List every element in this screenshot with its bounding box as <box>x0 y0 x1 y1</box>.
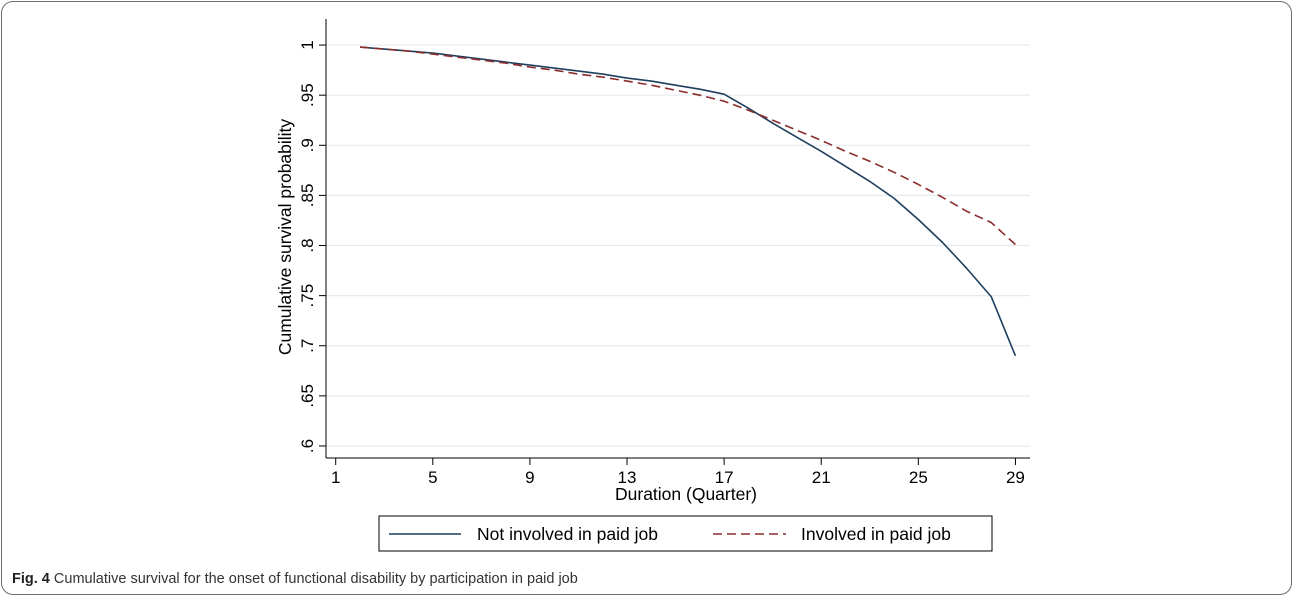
legend: Not involved in paid job Involved in pai… <box>378 515 993 552</box>
x-tick-label-2: 9 <box>525 468 534 487</box>
y-ticks: .6 .65 .7 .75 .8 .85 .9 .95 1 <box>298 40 326 453</box>
legend-label-not-involved: Not involved in paid job <box>477 524 658 544</box>
series-line-involved <box>359 46 1016 246</box>
x-tick-label-4: 17 <box>715 468 734 487</box>
grid-lines <box>326 44 1030 447</box>
y-tick-label-8: 1 <box>298 40 317 49</box>
y-axis-label: Cumulative survival probability <box>275 119 295 356</box>
series-line-not-involved <box>359 46 1017 357</box>
x-tick-label-0: 1 <box>331 468 340 487</box>
y-tick-label-0: .6 <box>298 439 317 453</box>
x-tick-label-5: 21 <box>812 468 831 487</box>
series-lines <box>359 46 1017 357</box>
y-tick-label-6: .9 <box>298 138 317 152</box>
x-axis-label: Duration (Quarter) <box>615 484 757 504</box>
y-tick-label-1: .65 <box>298 384 317 408</box>
x-tick-label-6: 25 <box>909 468 928 487</box>
y-tick-label-4: .8 <box>298 238 317 252</box>
axes <box>325 19 1030 459</box>
figure-caption: Fig. 4 Cumulative survival for the onset… <box>12 571 578 587</box>
x-tick-label-1: 5 <box>428 468 437 487</box>
caption-label: Fig. 4 <box>12 571 50 587</box>
y-tick-label-2: .7 <box>298 339 317 353</box>
y-tick-label-7: .95 <box>298 83 317 107</box>
legend-label-involved: Involved in paid job <box>801 524 951 544</box>
y-tick-label-3: .75 <box>298 284 317 308</box>
legend-box <box>378 515 993 552</box>
x-tick-label-3: 13 <box>618 468 637 487</box>
caption-text: Cumulative survival for the onset of fun… <box>49 571 578 587</box>
x-tick-label-7: 29 <box>1006 468 1025 487</box>
x-ticks: 1 5 9 13 17 21 25 29 <box>331 458 1025 487</box>
y-tick-label-5: .85 <box>298 184 317 208</box>
